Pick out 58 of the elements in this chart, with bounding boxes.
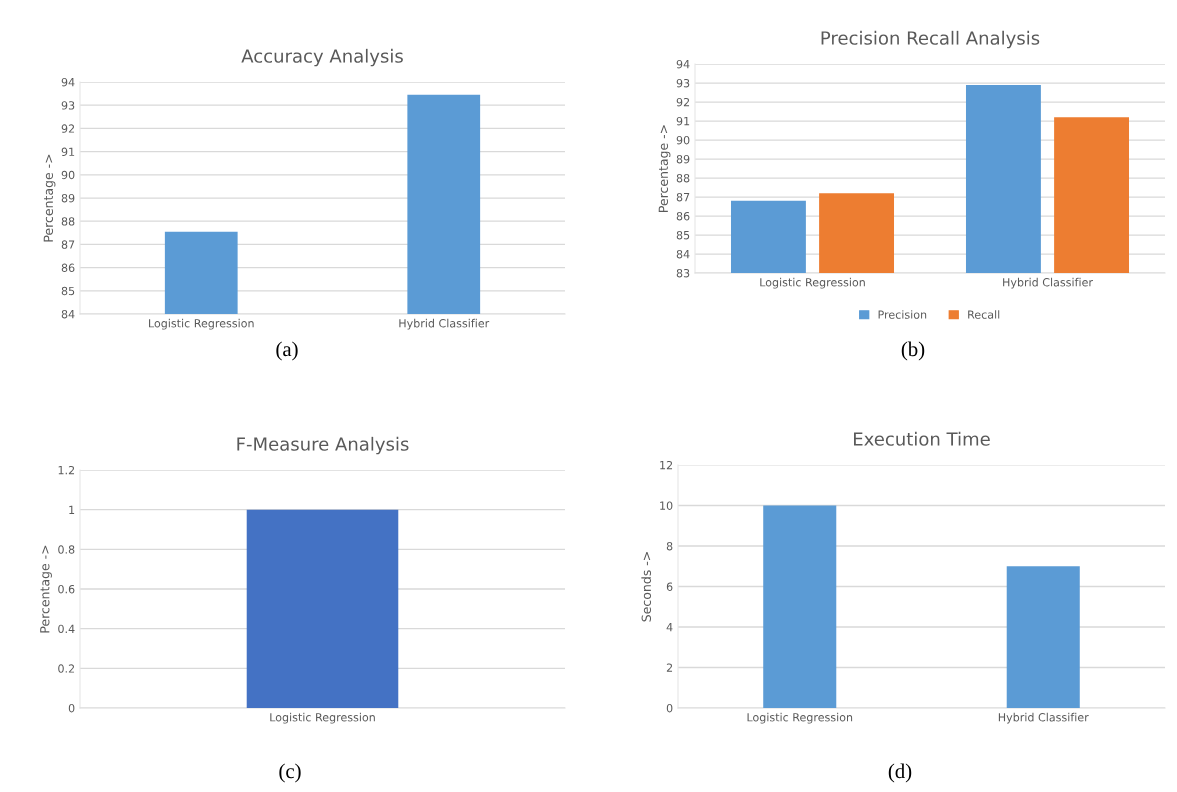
y-tick-label: 90 [676,135,690,145]
y-tick-label: 88 [61,217,75,226]
y-tick-label: 87 [676,192,690,202]
legend-label: Precision [878,310,927,319]
y-tick-label: 2 [666,663,673,672]
y-tick-label: 84 [61,309,75,319]
x-tick-label: Hybrid Classifier [399,318,490,330]
y-tick-label: 92 [676,97,690,107]
chart-title: Accuracy Analysis [241,48,403,67]
y-tick-label: 83 [676,268,690,278]
y-tick-label: 93 [61,101,75,110]
chart-title: F-Measure Analysis [237,436,409,455]
x-tick-label: Hybrid Classifier [998,712,1089,724]
y-tick-label: 8 [666,541,673,551]
y-tick-label: 88 [676,173,690,183]
y-tick-label: 85 [61,286,75,296]
x-tick-label: Logistic Regression [760,277,865,289]
y-tick-label: 94 [676,59,690,69]
y-tick-label: 10 [660,501,673,510]
y-tick-label: 91 [676,116,690,126]
y-tick-label: 90 [61,170,75,180]
x-tick-label: Hybrid Classifier [1003,277,1093,289]
y-tick-label: 92 [61,124,75,133]
y-tick-label: 0.4 [58,624,75,634]
y-tick-label: 1 [69,505,75,514]
y-axis-title: Seconds -> [641,552,652,622]
y-tick-label: 6 [666,582,673,591]
y-tick-label: 84 [676,249,690,259]
y-axis-title: Percentage -> [43,154,56,242]
y-tick-label: 4 [666,623,673,632]
y-axis-title: Percentage -> [658,125,671,212]
legend-label: Recall [968,310,1000,319]
x-tick-label: Logistic Regression [747,712,853,724]
y-tick-label: 87 [61,240,75,249]
y-tick-label: 0 [666,703,673,713]
chart-title: Precision Recall Analysis [821,30,1040,49]
text: (c) [279,763,301,783]
chart-title: Execution Time [854,431,990,446]
text: (a) [276,341,298,361]
y-tick-label: 86 [676,211,690,221]
y-tick-label: 86 [61,263,75,272]
y-tick-label: 12 [660,460,673,470]
y-tick-label: 0.6 [58,584,75,594]
text: (d) [888,763,912,783]
x-tick-label: Logistic Regression [149,318,254,330]
y-tick-label: 89 [61,193,75,203]
text: (b) [901,341,925,361]
x-tick-label: Logistic Regression [270,712,375,724]
y-tick-label: 0.2 [58,664,75,673]
y-tick-label: 94 [61,77,75,87]
y-tick-label: 85 [676,230,690,240]
y-tick-label: 89 [676,154,690,164]
y-tick-label: 91 [61,147,75,156]
y-tick-label: 0 [68,703,75,713]
y-tick-label: 0.8 [58,545,75,554]
y-tick-label: 1.2 [58,465,75,475]
y-axis-title: Percentage -> [40,545,52,633]
y-tick-label: 93 [676,78,690,88]
